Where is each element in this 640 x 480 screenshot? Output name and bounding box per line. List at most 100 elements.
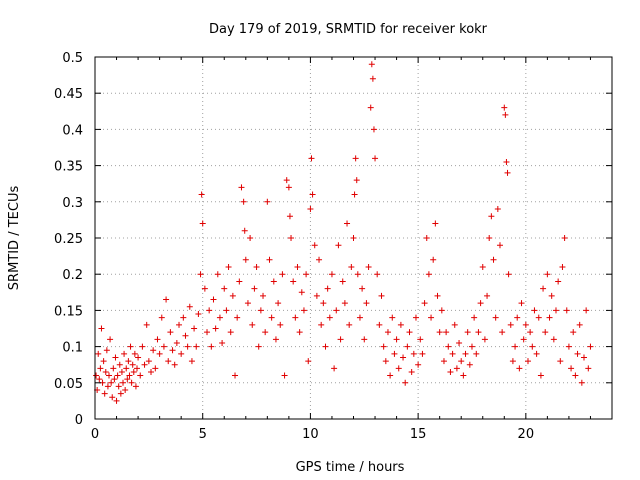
- y-tick-label: 0.5: [62, 51, 83, 66]
- data-point: [268, 314, 275, 321]
- data-point: [348, 263, 355, 270]
- data-point: [221, 285, 228, 292]
- chart-title: Day 179 of 2019, SRMTID for receiver kok…: [209, 22, 488, 37]
- x-tick-label: 15: [410, 427, 427, 442]
- data-point: [283, 177, 290, 184]
- data-point: [368, 61, 375, 68]
- data-point: [130, 368, 137, 375]
- data-point: [484, 292, 491, 299]
- data-point: [557, 358, 564, 365]
- data-point: [135, 354, 142, 361]
- data-point: [436, 329, 443, 336]
- data-point: [129, 361, 136, 368]
- data-point: [225, 263, 232, 270]
- data-point: [524, 358, 531, 365]
- data-point: [542, 329, 549, 336]
- y-tick-label: 0.2: [62, 268, 83, 283]
- data-point: [552, 307, 559, 314]
- data-point: [578, 379, 585, 386]
- data-point: [148, 368, 155, 375]
- data-point: [415, 361, 422, 368]
- data-point: [152, 365, 159, 372]
- data-point: [447, 368, 454, 375]
- data-point: [430, 256, 437, 263]
- data-point: [290, 278, 297, 285]
- data-point: [367, 104, 374, 111]
- data-point: [191, 325, 198, 332]
- data-point: [318, 321, 325, 328]
- data-point: [132, 383, 139, 390]
- data-point: [529, 343, 536, 350]
- x-tick-label: 0: [91, 427, 99, 442]
- data-point: [186, 303, 193, 310]
- data-point: [370, 126, 377, 133]
- data-point: [113, 397, 120, 404]
- data-point: [466, 361, 473, 368]
- data-point: [548, 292, 555, 299]
- data-point: [391, 350, 398, 357]
- data-point: [365, 263, 372, 270]
- data-point: [223, 307, 230, 314]
- data-point: [103, 347, 110, 354]
- data-point: [574, 350, 581, 357]
- data-point: [492, 314, 499, 321]
- y-tick-labels: 0 0.05 0.1 0.15 0.2 0.25 0.3 0.35 0.4 0.45 0.5: [54, 51, 83, 428]
- data-point: [374, 271, 381, 278]
- data-point: [303, 271, 310, 278]
- data-point: [275, 300, 282, 307]
- data-point: [93, 372, 100, 379]
- data-point: [286, 213, 293, 220]
- data-point: [182, 332, 189, 339]
- data-point: [504, 169, 511, 176]
- data-point: [369, 75, 376, 82]
- data-point: [322, 343, 329, 350]
- data-point: [100, 358, 107, 365]
- data-point: [134, 365, 141, 372]
- data-point: [195, 311, 202, 318]
- x-tick-label: 10: [302, 427, 319, 442]
- data-points: [93, 61, 594, 404]
- data-point: [531, 307, 538, 314]
- data-point: [184, 343, 191, 350]
- data-point: [481, 336, 488, 343]
- data-point: [449, 350, 456, 357]
- data-point: [423, 235, 430, 241]
- data-point: [121, 350, 128, 357]
- data-point: [173, 339, 180, 346]
- data-point: [309, 191, 316, 198]
- data-point: [445, 343, 452, 350]
- data-point: [488, 213, 495, 220]
- data-point: [471, 314, 478, 321]
- data-point: [234, 314, 241, 321]
- data-point: [522, 321, 529, 328]
- data-point: [214, 271, 221, 278]
- x-tick-label: 20: [518, 427, 535, 442]
- data-point: [139, 343, 146, 350]
- data-point: [128, 379, 135, 386]
- grid: [95, 57, 612, 419]
- data-point: [505, 271, 512, 278]
- data-point: [171, 361, 178, 368]
- data-point: [408, 368, 415, 375]
- data-point: [527, 329, 534, 336]
- data-point: [123, 365, 130, 372]
- data-point: [240, 198, 247, 205]
- data-point: [350, 235, 357, 241]
- data-point: [395, 365, 402, 372]
- data-point: [570, 329, 577, 336]
- data-point: [337, 336, 344, 343]
- data-point: [339, 278, 346, 285]
- data-point: [359, 285, 366, 292]
- data-point: [298, 289, 305, 296]
- data-point: [206, 307, 213, 314]
- data-point: [95, 350, 102, 357]
- data-point: [576, 321, 583, 328]
- data-point: [311, 242, 318, 249]
- data-point: [410, 350, 417, 357]
- data-point: [150, 347, 157, 354]
- data-point: [236, 278, 243, 285]
- data-point: [229, 292, 236, 299]
- data-point: [580, 354, 587, 361]
- data-point: [544, 271, 551, 278]
